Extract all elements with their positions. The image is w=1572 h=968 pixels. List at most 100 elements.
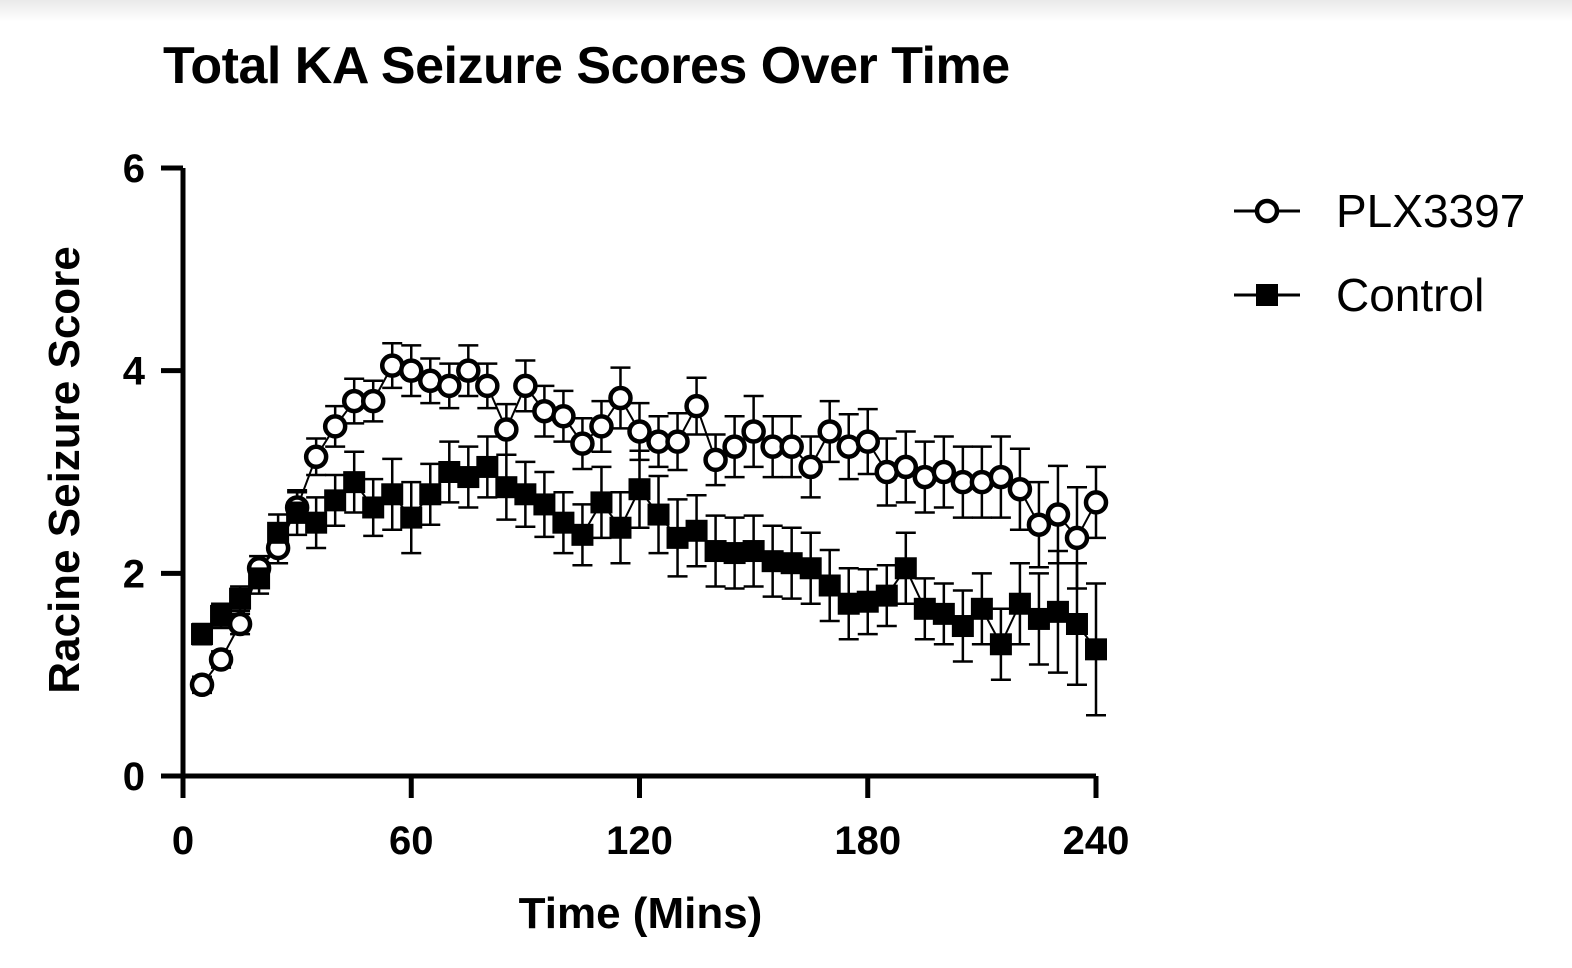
plx3397-data-point (551, 404, 576, 429)
control-data-point (400, 506, 423, 529)
plx3397-data-point (665, 429, 690, 454)
control-data-point (191, 623, 214, 646)
plx3397-data-point (684, 393, 709, 419)
control-data-point (628, 478, 651, 501)
control-data-point (685, 519, 708, 542)
y-tick-label: 4 (123, 350, 146, 394)
control-data-point (1085, 638, 1107, 661)
control-data-point (457, 466, 480, 489)
plx3397-data-point (817, 419, 842, 444)
control-data-point (362, 496, 385, 519)
control-data-point (324, 489, 347, 512)
legend-label-plx3397: PLX3397 (1336, 185, 1525, 237)
control-data-point (704, 540, 727, 563)
legend-marker-plx3397 (1254, 198, 1280, 224)
legend: PLX3397 Control (1234, 185, 1525, 321)
plx3397-data-point (798, 454, 823, 480)
plx3397-data-point (1083, 490, 1109, 515)
control-data-point (875, 584, 898, 607)
control-data-point (932, 602, 955, 625)
y-tick-label: 2 (123, 552, 145, 596)
control-data-point (742, 540, 765, 563)
control-data-point (552, 511, 575, 534)
x-tick-label: 0 (172, 819, 194, 863)
control-data-point (666, 526, 689, 549)
y-tick-label: 0 (123, 755, 145, 799)
control-data-point (248, 567, 271, 590)
plx3397-data-point (1026, 512, 1052, 537)
control-data-point (1027, 607, 1050, 630)
control-data-point (951, 615, 974, 638)
plx3397-data-point (399, 358, 424, 383)
control-data-point (210, 604, 233, 627)
plx3397-data-point (741, 419, 766, 444)
plx3397-data-point (931, 459, 957, 485)
plx3397-data-point (456, 358, 481, 383)
plx3397-data-point (322, 414, 348, 439)
control-data-point (970, 597, 993, 620)
plx3397-data-point (208, 647, 234, 672)
y-axis-title: Racine Seizure Score (40, 246, 89, 694)
plx3397-data-point (627, 419, 652, 444)
plx3397-data-point (513, 373, 538, 399)
plx3397-data-point (227, 611, 253, 637)
control-data-point (818, 574, 841, 597)
plx3397-data-point (589, 414, 614, 439)
plx3397-data-point (475, 373, 500, 399)
control-data-point (989, 633, 1012, 656)
control-data-point (476, 455, 499, 478)
plx3397-data-point (893, 454, 919, 480)
plx3397-data-point (855, 429, 880, 454)
control-data-point (590, 491, 613, 514)
control-data-point (856, 590, 879, 613)
plx3397-data-point (988, 464, 1014, 490)
plx3397-data-point (494, 417, 519, 442)
x-axis-title: Time (Mins) (519, 889, 763, 938)
control-data-point (286, 501, 309, 524)
x-tick-label: 240 (1063, 819, 1130, 863)
plx3397-data-point (703, 447, 728, 473)
x-tick-label: 120 (606, 819, 673, 863)
control-data-point (438, 461, 461, 483)
control-data-point (799, 557, 822, 580)
plx3397-data-point (722, 434, 747, 459)
control-data-point (913, 597, 936, 620)
control-data-point (495, 476, 518, 499)
legend-marker-control (1256, 284, 1278, 306)
plx3397-data-point (1007, 476, 1033, 502)
chart-title: Total KA Seizure Scores Over Time (163, 37, 1010, 95)
plx3397-data-point (1064, 525, 1090, 551)
control-data-point (1046, 600, 1069, 623)
control-data-point (780, 552, 803, 575)
error-bars-layer (192, 342, 1106, 717)
plx3397-data-point (303, 444, 329, 470)
control-data-point (514, 483, 537, 506)
control-data-point (1065, 613, 1088, 635)
control-data-point (381, 483, 404, 506)
plx3397-data-point (570, 431, 595, 456)
control-data-point (837, 592, 860, 615)
plx3397-data-point (608, 385, 633, 411)
control-data-point (267, 521, 290, 544)
control-data-point (419, 483, 442, 506)
control-data-point (571, 523, 594, 546)
plx3397-data-point (779, 434, 804, 459)
control-data-point (1008, 592, 1031, 615)
plx3397-data-point (360, 388, 386, 414)
window-top-bar (0, 0, 1572, 22)
control-data-point (723, 542, 746, 565)
control-data-point (609, 516, 632, 539)
y-tick-label: 6 (123, 147, 145, 191)
control-data-point (229, 587, 252, 610)
control-data-point (305, 511, 328, 534)
plx3397-data-point (437, 373, 462, 399)
control-data-point (343, 471, 366, 494)
x-tick-label: 180 (834, 819, 901, 863)
control-data-point (647, 503, 670, 526)
legend-label-control: Control (1336, 269, 1484, 321)
x-tick-label: 60 (389, 819, 434, 863)
plx3397-data-point (189, 672, 215, 698)
markers-layer (189, 353, 1109, 698)
